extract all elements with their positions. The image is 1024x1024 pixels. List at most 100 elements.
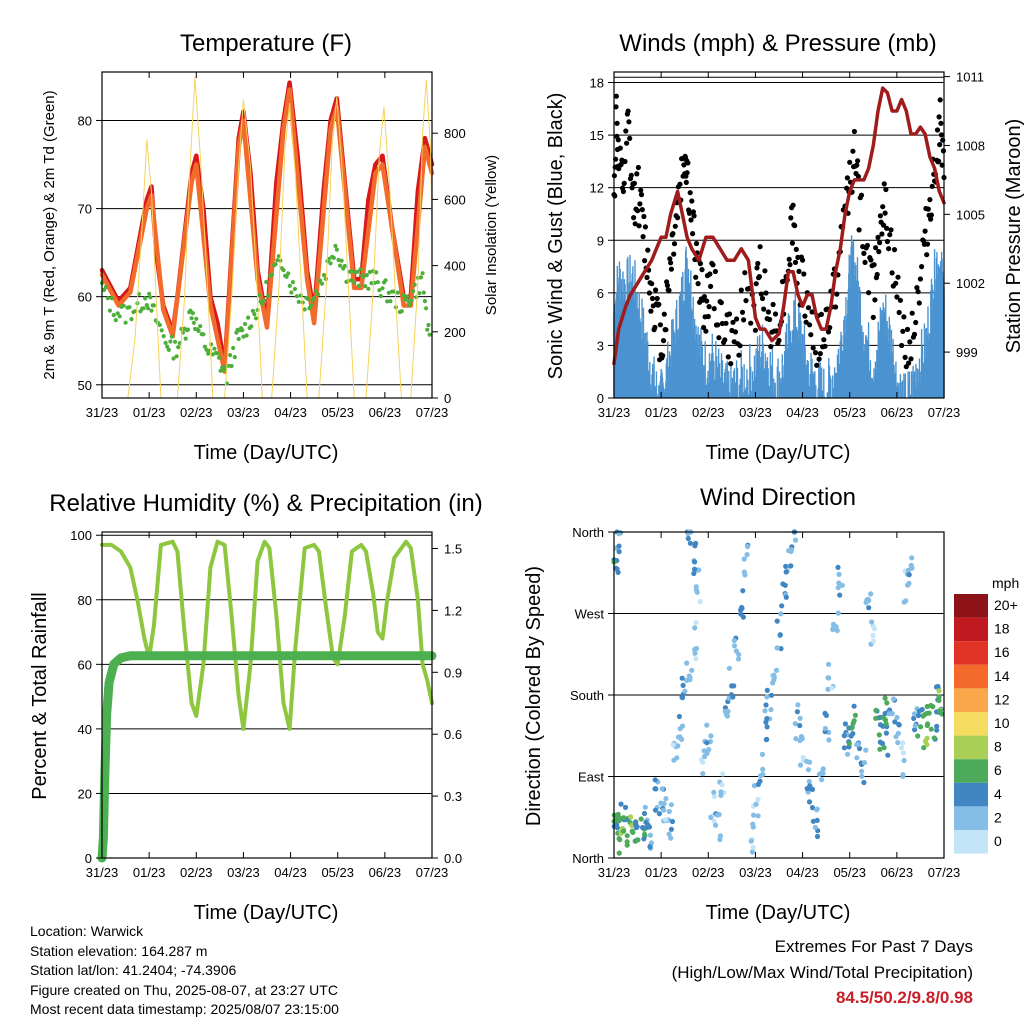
temperature-point	[109, 296, 114, 301]
winds-point	[924, 241, 931, 247]
temperature-point	[111, 313, 116, 318]
winds-x-tick-label: 06/23	[881, 405, 914, 420]
direction-point	[713, 822, 719, 828]
winds-point	[667, 256, 673, 262]
direction-point	[877, 746, 883, 752]
temperature-point	[284, 274, 289, 279]
direction-point	[928, 726, 934, 732]
winds-point	[909, 310, 915, 316]
winds-y2-tick-label: 1005	[956, 207, 985, 222]
direction-point	[641, 810, 648, 817]
temperature-point	[424, 306, 429, 311]
winds-series-station-pressure	[612, 86, 946, 366]
direction-point	[763, 737, 769, 743]
direction-point	[915, 733, 921, 739]
colorbar-swatch	[954, 806, 988, 830]
direction-point	[659, 786, 665, 792]
winds-point	[660, 338, 667, 344]
direction-point	[837, 592, 843, 598]
direction-point	[668, 835, 674, 841]
direction-point	[661, 801, 667, 807]
winds-x-tick-label: 07/23	[928, 405, 961, 420]
temperature-point	[425, 327, 430, 332]
temperature-point	[147, 291, 152, 296]
direction-point	[704, 722, 710, 728]
temperature-point	[236, 336, 241, 342]
winds-point	[874, 271, 880, 278]
winds-x-tick-label: 04/23	[786, 405, 819, 420]
winds-point	[768, 344, 774, 350]
temperature-point	[363, 284, 368, 289]
direction-point	[934, 723, 940, 730]
humidity-y2-tick-label: 0.9	[444, 665, 462, 680]
direction-point	[680, 682, 686, 689]
winds-point	[686, 210, 693, 216]
winds-point	[922, 228, 928, 234]
temperature-point	[249, 324, 254, 329]
temperature-point	[215, 351, 220, 356]
winds-point	[708, 283, 714, 289]
winds-point	[661, 311, 667, 317]
winds-point	[688, 217, 694, 223]
direction-point	[936, 694, 942, 700]
temperature-point	[302, 307, 307, 312]
created-text: Figure created on Thu, 2025-08-07, at 23…	[30, 981, 338, 998]
winds-y2-tick-label: 1008	[956, 138, 985, 153]
winds-point	[884, 238, 891, 245]
winds-point	[924, 252, 930, 258]
temperature-point	[240, 328, 245, 333]
winds-point	[825, 329, 832, 335]
winds-point	[621, 180, 627, 186]
temperature-point	[319, 281, 325, 286]
winds-point	[654, 295, 660, 302]
direction-point	[708, 814, 714, 821]
humidity-x-tick-label: 01/23	[133, 865, 166, 880]
temperature-point	[196, 328, 201, 333]
direction-point	[814, 807, 820, 813]
winds-point	[927, 197, 933, 203]
winds-y2-tick-label: 1011	[956, 70, 984, 85]
temperature-point	[414, 295, 419, 300]
temperature-y2-tick-label: 400	[444, 259, 466, 274]
winds-point	[847, 159, 853, 165]
winds-x-tick-label: 01/23	[645, 405, 678, 420]
direction-point	[792, 537, 799, 543]
direction-point	[845, 751, 851, 757]
winds-x-tick-label: 02/23	[692, 405, 725, 420]
winds-point	[653, 287, 659, 293]
extremes-heading: Extremes For Past 7 Days	[774, 937, 973, 956]
direction-point	[711, 793, 718, 800]
direction-point	[647, 832, 654, 838]
winds-point	[617, 145, 623, 151]
direction-point	[692, 650, 698, 656]
extremes-values: 84.5/50.2/9.8/0.98	[835, 988, 973, 1007]
direction-point	[755, 781, 762, 788]
winds-point	[937, 97, 943, 103]
temperature-y2-tick-label: 800	[444, 126, 466, 141]
direction-point	[675, 743, 681, 749]
direction-point	[760, 766, 766, 772]
colorbar-label: 16	[994, 644, 1010, 660]
temperature-point	[350, 269, 355, 274]
direction-point	[763, 702, 769, 708]
winds-point	[681, 162, 687, 168]
winds-point	[934, 127, 941, 133]
direction-point	[870, 638, 877, 644]
temperature-point	[253, 316, 259, 321]
temperature-y-tick-label: 80	[78, 113, 92, 128]
direction-point	[777, 632, 783, 638]
temperature-point	[176, 345, 181, 350]
winds-point	[789, 240, 796, 246]
temperature-point	[201, 332, 206, 337]
winds-point	[701, 324, 707, 331]
winds-y2-tick-label: 1002	[956, 276, 985, 291]
winds-point	[706, 304, 712, 310]
extremes-subheading: (High/Low/Max Wind/Total Precipitation)	[671, 962, 973, 982]
direction-point	[896, 721, 902, 728]
direction-point	[679, 675, 685, 681]
direction-point	[621, 815, 627, 821]
direction-ylabel-left: Direction (Colored By Speed)	[523, 566, 545, 826]
direction-point	[849, 725, 855, 731]
direction-point	[652, 807, 659, 813]
winds-point	[917, 276, 924, 282]
